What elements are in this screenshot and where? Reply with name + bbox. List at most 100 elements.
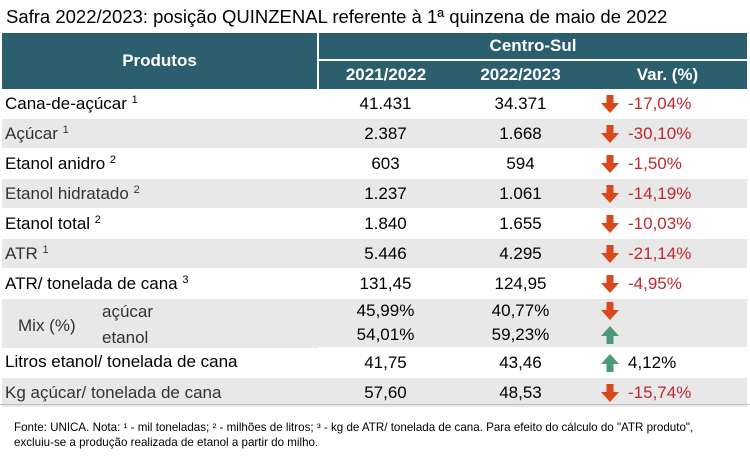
header-col-var: Var. (%) [588, 60, 747, 89]
arrow-up-icon [601, 326, 619, 345]
value-2022-2023: 4.295 [453, 238, 588, 269]
arrow-down-icon [601, 302, 619, 321]
row-label: Etanol total 2 [2, 208, 318, 239]
mix-row-etanol: 54,01% 59,23% [2, 323, 747, 348]
value-2022-2023: 1.655 [453, 208, 588, 239]
variation-cell: -14,19% [588, 178, 747, 209]
value-2022-2023: 1.668 [453, 118, 588, 149]
variation-cell: -1,50% [588, 148, 747, 179]
variation-cell: -10,03% [588, 208, 747, 239]
value-2021-2022: 57,60 [318, 377, 453, 408]
value-2021-2022: 1.840 [318, 208, 453, 239]
variation-value: -17,04% [628, 93, 692, 113]
table-row: Etanol total 2 1.840 1.655 -10,03% [2, 208, 747, 239]
row-label: ATR 1 [2, 238, 318, 269]
table-row: Açúcar 1 2.387 1.668 -30,10% [2, 118, 747, 149]
variation-cell: -30,10% [588, 118, 747, 149]
arrow-down-icon [601, 214, 619, 233]
row-label-text: Etanol hidratado [5, 183, 129, 203]
row-label-note: 1 [42, 243, 49, 256]
row-label: Cana-de-açúcar 1 [2, 89, 318, 119]
value-2021-2022: 5.446 [318, 238, 453, 269]
value-2021-2022: 131,45 [318, 268, 453, 299]
header-produtos: Produtos [2, 33, 319, 89]
row-label-note: 2 [133, 183, 140, 196]
row-label-text: Açúcar [5, 123, 58, 143]
arrow-down-icon [601, 274, 619, 293]
footnote: Fonte: UNICA. Nota: ¹ - mil toneladas; ²… [14, 421, 694, 449]
row-label-note: 1 [62, 123, 69, 136]
row-label: Etanol anidro 2 [2, 148, 318, 179]
row-label-text: Cana-de-açúcar [5, 93, 127, 113]
arrow-down-icon [601, 383, 619, 402]
value-2022-2023: 59,23% [453, 323, 588, 348]
row-label-text: ATR/ tonelada de cana [5, 273, 178, 293]
variation-cell [588, 298, 747, 323]
variation-value: 4,12% [628, 352, 677, 372]
row-label: Kg açúcar/ tonelada de cana [2, 377, 318, 408]
mix-label-text: Mix (%) [18, 316, 76, 335]
mix-row-acucar: Mix (%) açúcar etanol 45,99% 40,77% [2, 298, 747, 348]
table-row: ATR 1 5.446 4.295 -21,14% [2, 238, 747, 269]
row-label-note: 3 [182, 273, 189, 286]
value-2021-2022: 603 [318, 148, 453, 179]
table-row: Litros etanol/ tonelada de cana 41,75 43,4… [2, 347, 747, 378]
header-col-2021: 2021/2022 [318, 60, 453, 89]
table-row: Kg açúcar/ tonelada de cana 57,60 48,53 -15… [2, 377, 747, 408]
variation-value: -4,95% [628, 273, 682, 293]
value-2021-2022: 1.237 [318, 178, 453, 209]
variation-value: -15,74% [628, 382, 692, 402]
variation-value: -10,03% [628, 213, 692, 233]
table-row: ATR/ tonelada de cana 3 131,45 124,95 -4,95… [2, 268, 747, 299]
mix-sub-acucar: açúcar [102, 302, 154, 321]
arrow-up-icon [601, 353, 619, 372]
arrow-down-icon [601, 124, 619, 143]
variation-value: -30,10% [628, 123, 692, 143]
value-2022-2023: 40,77% [453, 298, 588, 323]
row-label-note: 2 [109, 153, 117, 166]
arrow-down-icon [601, 184, 619, 203]
page-title: Safra 2022/2023: posição QUINZENAL refer… [6, 6, 668, 27]
variation-value: -1,50% [628, 153, 682, 173]
header-col-2022: 2022/2023 [453, 60, 588, 89]
table-row: Etanol anidro 2 603 594 -1,50% [2, 148, 747, 179]
row-label: Litros etanol/ tonelada de cana [2, 347, 318, 378]
value-2022-2023: 43,46 [453, 347, 588, 378]
header-region: Centro-Sul [318, 33, 747, 61]
value-2022-2023: 124,95 [453, 268, 588, 299]
value-2021-2022: 54,01% [318, 323, 453, 348]
arrow-down-icon [601, 154, 619, 173]
variation-cell [588, 323, 747, 348]
table-row: Etanol hidratado 2 1.237 1.061 -14,19% [2, 178, 747, 209]
footer-divider [0, 404, 750, 405]
value-2021-2022: 45,99% [318, 298, 453, 323]
arrow-down-icon [601, 94, 619, 113]
mix-label: Mix (%) açúcar etanol [2, 298, 318, 348]
mix-sub-etanol: etanol [102, 328, 149, 347]
variation-cell: -21,14% [588, 238, 747, 269]
row-label-note: 1 [131, 93, 138, 106]
variation-cell: -15,74% [588, 377, 747, 408]
table-row: Cana-de-açúcar 1 41.431 34.371 -17,04% [2, 89, 747, 119]
row-label: Açúcar 1 [2, 118, 318, 149]
value-2021-2022: 2.387 [318, 118, 453, 149]
value-2021-2022: 41.431 [318, 89, 453, 119]
arrow-down-icon [601, 244, 619, 263]
row-label-text: Etanol total [5, 213, 91, 233]
row-label-text: ATR [5, 243, 38, 263]
value-2022-2023: 1.061 [453, 178, 588, 209]
value-2022-2023: 48,53 [453, 377, 588, 408]
row-label-note: 2 [94, 213, 101, 226]
variation-cell: -17,04% [588, 89, 747, 119]
row-label: Etanol hidratado 2 [2, 178, 318, 209]
row-label-text: Etanol anidro [5, 153, 106, 173]
variation-cell: 4,12% [588, 347, 747, 378]
variation-value: -21,14% [628, 243, 692, 263]
data-table: Produtos Centro-Sul 2021/2022 2022/2023 … [2, 33, 747, 408]
row-label: ATR/ tonelada de cana 3 [2, 268, 318, 299]
value-2021-2022: 41,75 [318, 347, 453, 378]
variation-value: -14,19% [628, 183, 692, 203]
value-2022-2023: 34.371 [453, 89, 588, 119]
variation-cell: -4,95% [588, 268, 747, 299]
value-2022-2023: 594 [453, 148, 588, 179]
